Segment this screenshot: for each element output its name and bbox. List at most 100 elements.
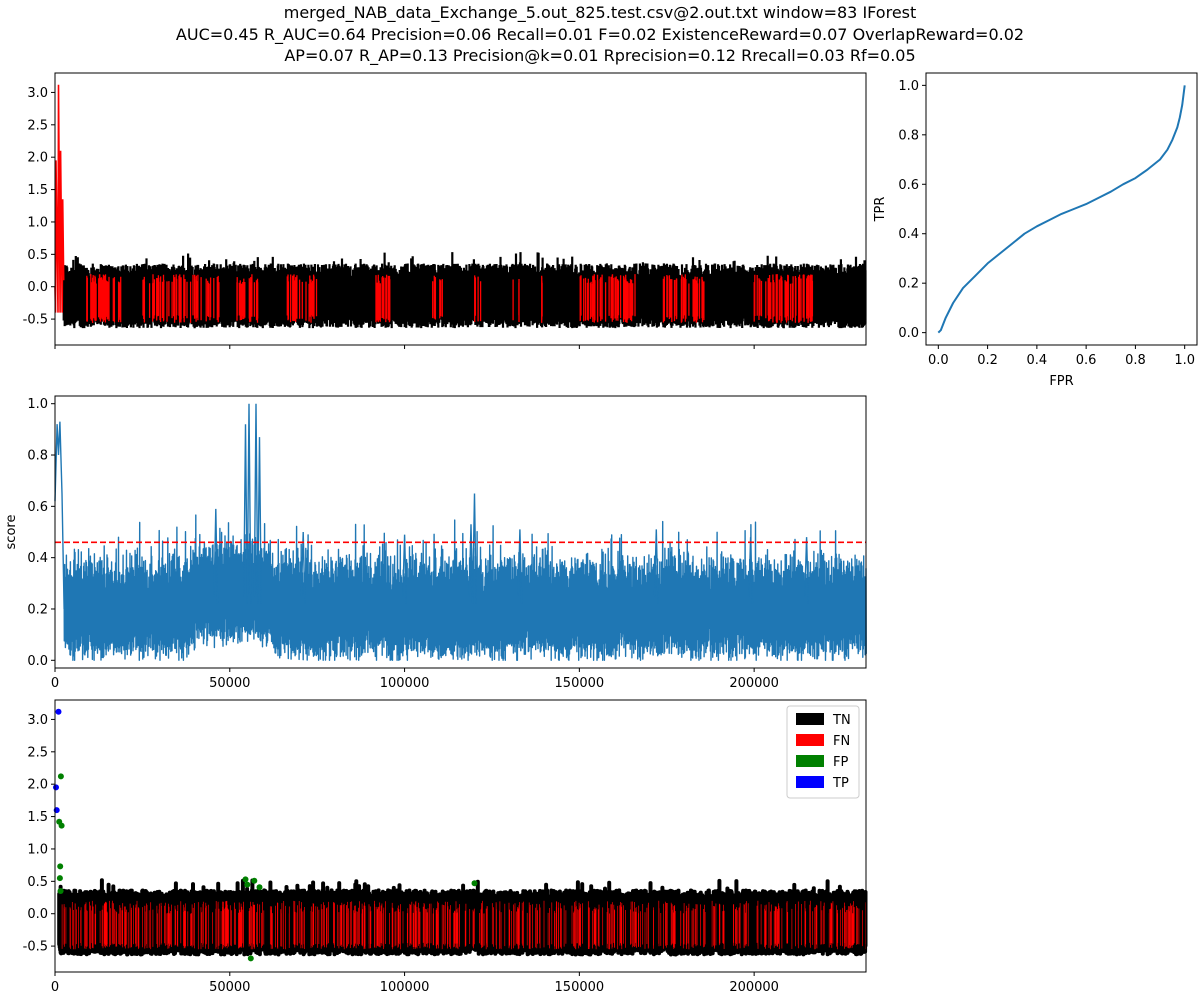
roc-ytick-label: 1.0 [898, 79, 919, 94]
legend-label-fn: FN [833, 734, 850, 749]
score-peak [804, 537, 809, 604]
roc-curve [937, 85, 1186, 334]
series-spike-line [54, 84, 65, 313]
classification-axes-frame [54, 699, 867, 973]
score-xtick-label: 50000 [209, 676, 250, 691]
roc-ytick-label: 0.4 [898, 227, 919, 242]
classification-xtick-label: 50000 [209, 980, 250, 995]
score-ytick-label: 0.4 [27, 551, 48, 566]
legend-box [786, 705, 860, 799]
score-ytick-label: 0.2 [27, 602, 48, 617]
score-peak [253, 403, 259, 604]
classification-ytick-label: 3.0 [27, 713, 48, 728]
fp-point [256, 884, 263, 891]
fn-points [61, 900, 866, 950]
score-ylabel: score [4, 515, 19, 550]
series-anomaly-line [86, 274, 814, 323]
score-peak [300, 531, 306, 604]
fp-point [251, 877, 258, 884]
legend-swatch-fn [796, 734, 824, 746]
roc-ytick-label: 0.8 [898, 128, 919, 143]
score-peak [517, 529, 523, 604]
score-ytick-label: 0.8 [27, 449, 48, 464]
fp-point [471, 880, 478, 887]
roc-ytick-label: 0.6 [898, 178, 919, 193]
roc-axes-frame [925, 72, 1198, 346]
classification-xtick-label: 100000 [380, 980, 430, 995]
roc-ylabel: TPR [873, 197, 888, 223]
legend-label-tn: TN [832, 713, 851, 728]
series-ytick-label: 2.0 [27, 151, 48, 166]
classification-ytick-label: 0.0 [27, 907, 48, 922]
roc-ytick-label: 0.2 [898, 277, 919, 292]
roc-xtick-label: 0.6 [1076, 353, 1097, 368]
classification-ytick-label: 1.5 [27, 810, 48, 825]
roc-xtick-label: 0.4 [1027, 353, 1048, 368]
score-xtick-label: 0 [51, 676, 59, 691]
score-peak [748, 537, 754, 604]
legend-swatch-tn [796, 713, 824, 725]
series-axes-frame [54, 72, 867, 346]
score-peak [402, 534, 407, 604]
fp-point [57, 888, 64, 894]
series-ytick-label: 1.5 [27, 183, 48, 198]
legend-swatch-tp [796, 776, 824, 788]
classification-xtick-label: 200000 [729, 980, 779, 995]
score-line [63, 514, 867, 661]
title-line-2: AUC=0.45 R_AUC=0.64 Precision=0.06 Recal… [176, 25, 1024, 45]
score-ytick-label: 1.0 [27, 397, 48, 412]
legend: TN FN FP TP [786, 705, 860, 799]
tp-point [53, 784, 59, 791]
series-ytick-label: -0.5 [23, 313, 48, 328]
series-ytick-label: 3.0 [27, 86, 48, 101]
fp-point [58, 822, 65, 829]
series-panel: 3.0 2.5 2.0 1.5 1.0 0.5 0.0 -0.5 [23, 72, 867, 349]
score-start-line [54, 421, 65, 610]
classification-xtick-label: 0 [51, 980, 59, 995]
series-ytick-label: 0.0 [27, 280, 48, 295]
classification-ytick-label: 2.5 [27, 745, 48, 760]
roc-xtick-label: 0.8 [1125, 353, 1146, 368]
fp-point [242, 876, 249, 883]
roc-xtick-label: 1.0 [1174, 353, 1195, 368]
fp-point [57, 863, 64, 870]
legend-swatch-fp [796, 755, 824, 767]
score-peak [472, 493, 477, 604]
classification-xtick-label: 150000 [555, 980, 605, 995]
classification-ytick-label: 0.5 [27, 875, 48, 890]
score-peak [243, 424, 248, 604]
score-ytick-label: 0.6 [27, 500, 48, 515]
roc-xtick-label: 0.0 [928, 353, 949, 368]
roc-xlabel: FPR [1049, 374, 1073, 389]
score-peak [246, 403, 252, 604]
series-ytick-label: 2.5 [27, 118, 48, 133]
fp-point [244, 881, 251, 888]
score-xtick-label: 200000 [729, 676, 779, 691]
classification-ytick-label: 2.0 [27, 778, 48, 793]
score-peak [653, 529, 659, 604]
score-xtick-label: 150000 [555, 676, 605, 691]
fp-point [247, 955, 254, 962]
score-peak [468, 524, 474, 604]
classification-ytick-label: -0.5 [23, 940, 48, 955]
roc-panel: 1.0 0.8 0.6 0.4 0.2 0.0 0.0 0.2 0.4 0.6 0.8 1.0 FPR T… [873, 72, 1198, 389]
score-xtick-label: 100000 [380, 676, 430, 691]
series-ytick-label: 1.0 [27, 215, 48, 230]
fp-point [56, 875, 63, 882]
fp-point [57, 773, 64, 780]
title-line-3: AP=0.07 R_AP=0.13 Precision@k=0.01 Rprec… [284, 46, 915, 66]
series-ytick-label: 0.5 [27, 248, 48, 263]
roc-ytick-label: 0.0 [898, 326, 919, 341]
tp-point [55, 708, 62, 715]
legend-label-fp: FP [833, 755, 848, 770]
score-ytick-label: 0.0 [27, 654, 48, 669]
classification-panel: 3.0 2.5 2.0 1.5 1.0 0.5 0.0 -0.5 0 50000 100000 150… [23, 699, 868, 995]
score-panel: 1.0 0.8 0.6 0.4 0.2 0.00 50000 100000 150000 2000… [4, 395, 867, 691]
legend-label-tp: TP [832, 776, 849, 791]
title-line-1: merged_NAB_data_Exchange_5.out_825.test.… [284, 3, 917, 23]
score-peak [213, 508, 219, 604]
score-axes-frame [54, 395, 867, 669]
classification-ytick-label: 1.0 [27, 842, 48, 857]
